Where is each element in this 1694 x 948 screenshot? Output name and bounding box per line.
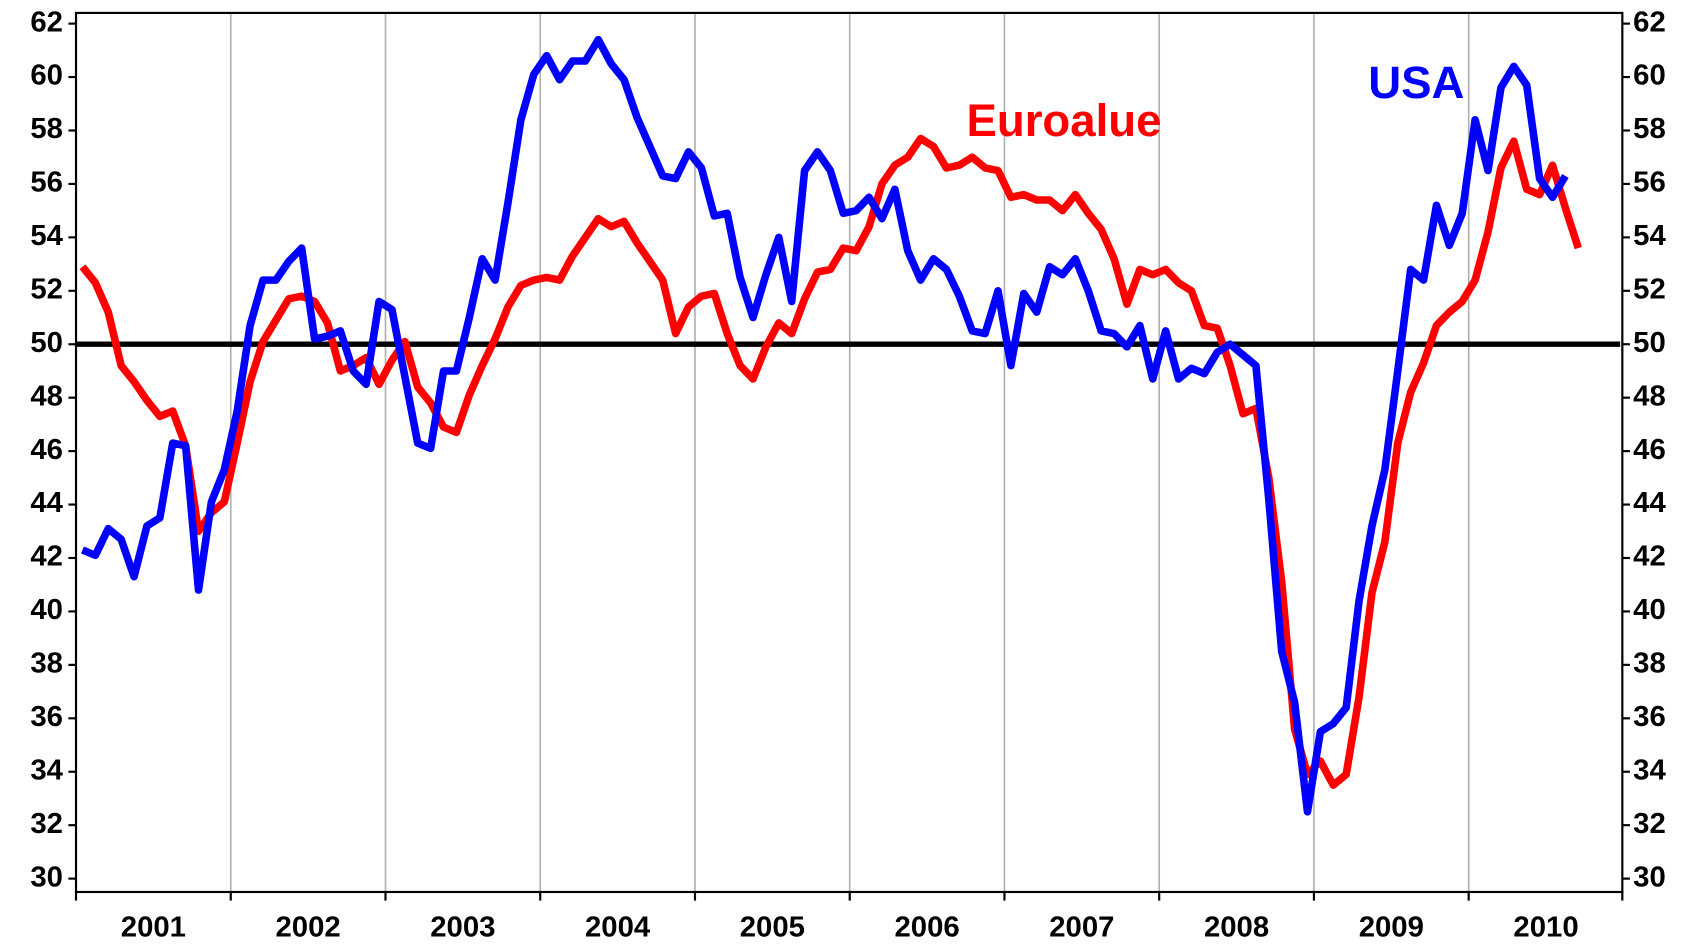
x-tick-label: 2008: [1204, 911, 1269, 943]
y2-tick-label: 34: [1633, 755, 1666, 787]
y2-tick-label: 52: [1633, 274, 1666, 306]
y2-tick-label: 46: [1633, 434, 1666, 466]
y-tick-label: 58: [30, 113, 63, 145]
y2-tick-label: 30: [1633, 861, 1666, 893]
series-line: [79, 134, 1582, 789]
y-tick-label: 52: [30, 274, 63, 306]
y2-tick-label: 38: [1633, 648, 1666, 680]
y-tick-label: 46: [30, 434, 63, 466]
y-tick-label: 48: [30, 380, 63, 412]
x-tick-label: 2005: [740, 911, 805, 943]
y2-tick-label: 44: [1633, 487, 1666, 519]
y-tick-label: 38: [30, 648, 63, 680]
x-tick-label: 2003: [430, 911, 495, 943]
y-tick-label: 54: [30, 220, 63, 252]
y-tick-label: 40: [30, 594, 63, 626]
y-tick-label: 42: [30, 541, 63, 573]
series-label: Euroalue: [966, 95, 1161, 146]
y-tick-label: 50: [30, 327, 63, 359]
y-tick-label: 36: [30, 701, 63, 733]
y2-tick-label: 32: [1633, 808, 1666, 840]
y2-tick-label: 56: [1633, 167, 1666, 199]
y2-tick-label: 54: [1633, 220, 1666, 252]
y-tick-label: 32: [30, 808, 63, 840]
x-tick-label: 2010: [1513, 911, 1578, 943]
x-tick-label: 2001: [121, 911, 186, 943]
x-tick-label: 2007: [1049, 911, 1114, 943]
y2-tick-label: 36: [1633, 701, 1666, 733]
y-tick-label: 34: [30, 755, 63, 787]
x-tick-label: 2004: [585, 911, 651, 943]
y2-tick-label: 50: [1633, 327, 1666, 359]
plot-frame: [74, 11, 1624, 894]
y-tick-label: 60: [30, 60, 63, 92]
y2-tick-label: 58: [1633, 113, 1666, 145]
y-tick-label: 62: [30, 6, 63, 38]
y2-tick-label: 60: [1633, 60, 1666, 92]
y-tick-label: 30: [30, 861, 63, 893]
x-tick-label: 2002: [276, 911, 341, 943]
y2-tick-label: 62: [1633, 6, 1666, 38]
y-tick-label: 44: [30, 487, 63, 519]
y2-tick-label: 40: [1633, 594, 1666, 626]
series-label: USA: [1368, 57, 1464, 108]
x-tick-label: 2009: [1359, 911, 1424, 943]
y-tick-label: 56: [30, 167, 63, 199]
x-tick-label: 2006: [894, 911, 959, 943]
series-line: [80, 35, 1569, 816]
y2-tick-label: 42: [1633, 541, 1666, 573]
y2-tick-label: 48: [1633, 380, 1666, 412]
